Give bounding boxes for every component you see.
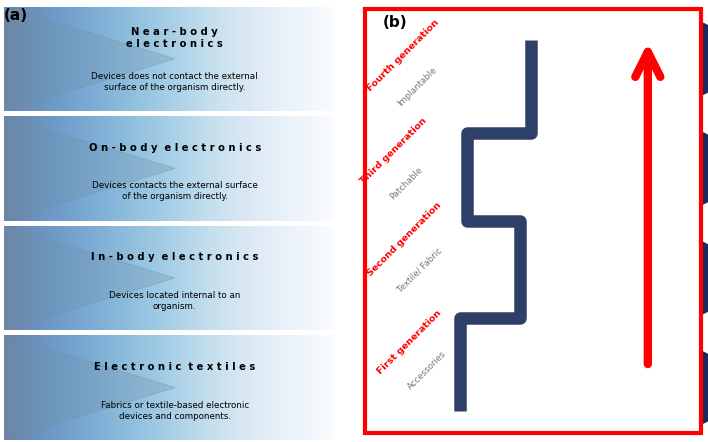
Text: I n - b o d y  e l e c t r o n i c s: I n - b o d y e l e c t r o n i c s	[91, 252, 258, 262]
Circle shape	[592, 125, 708, 212]
Text: E l e c t r o n i c  t e x t i l e s: E l e c t r o n i c t e x t i l e s	[94, 362, 256, 372]
Text: N e a r - b o d y
e l e c t r o n i c s: N e a r - b o d y e l e c t r o n i c s	[126, 27, 223, 50]
Text: (b): (b)	[382, 15, 407, 30]
Text: Patchable: Patchable	[389, 165, 425, 201]
Text: Second generation: Second generation	[365, 201, 442, 278]
Polygon shape	[4, 116, 175, 221]
Polygon shape	[4, 335, 175, 440]
Text: Textile/ Fabric: Textile/ Fabric	[396, 246, 443, 294]
Text: 4: 4	[654, 377, 670, 398]
Circle shape	[592, 344, 708, 431]
Text: Devices located internal to an
organism.: Devices located internal to an organism.	[109, 291, 241, 311]
Text: Devices contacts the external surface
of the organism directly.: Devices contacts the external surface of…	[92, 181, 258, 202]
Text: Third generation: Third generation	[358, 116, 428, 186]
Text: Implantable: Implantable	[396, 65, 438, 108]
Text: Fabrics or textile-based electronic
devices and components.: Fabrics or textile-based electronic devi…	[101, 400, 249, 421]
Polygon shape	[4, 7, 175, 111]
Text: 1: 1	[654, 49, 670, 69]
Circle shape	[592, 15, 708, 103]
Circle shape	[592, 234, 708, 322]
Text: Accessories: Accessories	[406, 349, 448, 391]
Text: 2: 2	[654, 158, 670, 179]
Text: Fourth generation: Fourth generation	[365, 18, 440, 93]
Text: 3: 3	[654, 268, 670, 288]
Text: O n - b o d y  e l e c t r o n i c s: O n - b o d y e l e c t r o n i c s	[88, 142, 261, 152]
Text: (a): (a)	[4, 8, 28, 23]
Polygon shape	[4, 226, 175, 330]
Text: Devices does not contact the external
surface of the organism directly.: Devices does not contact the external su…	[91, 72, 258, 92]
Text: First generation: First generation	[376, 308, 443, 376]
